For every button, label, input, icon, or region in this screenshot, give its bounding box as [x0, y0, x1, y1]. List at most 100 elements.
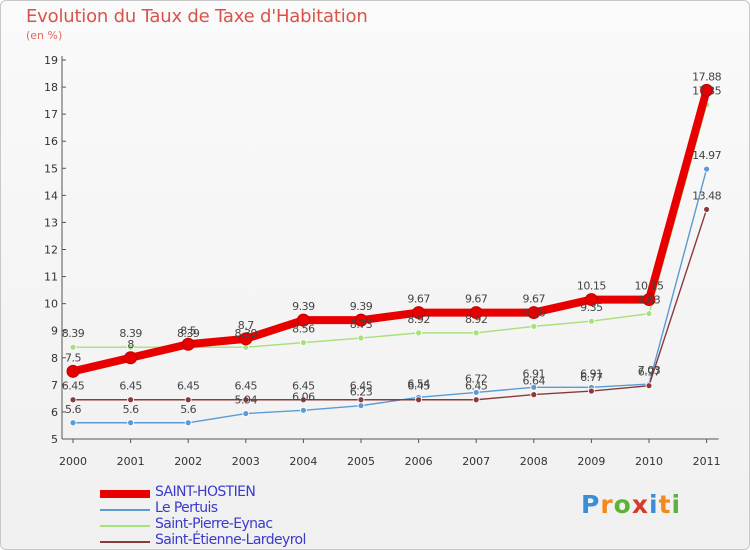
- series-point-1: [299, 406, 307, 414]
- series-line-0: [69, 86, 711, 376]
- x-tick-label: 2004: [289, 455, 317, 468]
- series-point-3: [242, 396, 250, 404]
- x-tick-label: 2007: [462, 455, 490, 468]
- series-point-0: [181, 337, 195, 351]
- series-point-2: [69, 343, 77, 351]
- logo-letter: x: [631, 490, 649, 519]
- series-point-0: [412, 306, 426, 320]
- x-tick-label: 2005: [347, 455, 375, 468]
- data-label: 6.64: [523, 375, 546, 388]
- series-point-0: [239, 332, 253, 346]
- series-point-2: [357, 334, 365, 342]
- x-tick-label: 2006: [405, 455, 433, 468]
- series-point-3: [472, 396, 480, 404]
- data-label: 6.45: [350, 380, 373, 393]
- data-label: 8.56: [292, 323, 315, 336]
- logo-letter: o: [613, 490, 632, 519]
- legend-label: Saint-Étienne-Lardeyrol: [155, 532, 306, 548]
- y-tick-label: 18: [44, 81, 58, 94]
- series-point-2: [530, 322, 538, 330]
- data-label: 6.45: [235, 380, 258, 393]
- x-tick-label: 2009: [577, 455, 605, 468]
- legend-swatch: [100, 525, 150, 527]
- data-label: 6.91: [580, 367, 603, 380]
- data-label: 8.92: [465, 313, 488, 326]
- series-point-2: [299, 339, 307, 347]
- series-point-3: [530, 391, 538, 399]
- data-label: 8.39: [177, 327, 200, 340]
- data-label: 14.97: [692, 149, 721, 162]
- series-point-3: [69, 396, 77, 404]
- legend-label: Saint-Pierre-Eynac: [155, 516, 273, 532]
- y-tick-label: 13: [44, 216, 58, 229]
- logo-letter: P: [581, 490, 601, 519]
- series-point-0: [584, 293, 598, 307]
- data-label: 6.23: [350, 386, 373, 399]
- y-tick-label: 9: [51, 325, 58, 338]
- data-label: 10.15: [577, 280, 606, 293]
- data-label: 8.39: [119, 327, 142, 340]
- series-point-3: [127, 396, 135, 404]
- series-point-0: [700, 83, 714, 97]
- logo-letter: r: [600, 490, 614, 519]
- legend-swatch: [100, 509, 150, 511]
- data-label: 9.16: [523, 306, 546, 319]
- series-point-0: [527, 306, 541, 320]
- series-point-0: [354, 313, 368, 327]
- data-label: 8.5: [180, 324, 196, 337]
- data-label: 6.45: [407, 380, 430, 393]
- series-point-0: [642, 293, 656, 307]
- data-label: 9.63: [638, 294, 661, 307]
- x-tick-label: 2003: [232, 455, 260, 468]
- chart-title: Evolution du Taux de Taxe d'Habitation: [26, 6, 368, 27]
- series-point-3: [588, 387, 595, 395]
- legend-label: SAINT-HOSTIEN: [155, 484, 256, 500]
- series-point-1: [242, 410, 250, 417]
- series-line-3: [72, 208, 708, 401]
- data-label: 6.72: [465, 372, 488, 385]
- series-point-3: [415, 396, 423, 404]
- data-label: 5.6: [65, 403, 81, 416]
- logo-letter: i: [671, 490, 682, 519]
- y-tick-label: 5: [51, 433, 58, 446]
- logo-letter: t: [658, 490, 672, 519]
- data-label: 8.39: [62, 327, 85, 340]
- data-label: 6.45: [465, 380, 488, 393]
- data-label: 6.54: [407, 377, 430, 390]
- data-label: 9.35: [580, 301, 603, 314]
- y-tick-label: 14: [44, 189, 58, 202]
- data-label: 8: [127, 338, 134, 351]
- x-tick-label: 2000: [59, 455, 87, 468]
- x-tick-label: 2010: [635, 455, 663, 468]
- proxiti-logo: Proxiti: [581, 490, 681, 519]
- data-label: 5.6: [180, 403, 196, 416]
- series-point-0: [66, 364, 80, 378]
- chart-subtitle: (en %): [26, 29, 63, 42]
- data-label: 9.67: [523, 293, 546, 306]
- series-point-1: [530, 383, 538, 391]
- series-point-2: [415, 329, 423, 337]
- series-point-3: [184, 396, 192, 404]
- y-tick-label: 11: [44, 271, 58, 284]
- data-label: 6.45: [62, 380, 85, 393]
- data-label: 13.48: [692, 189, 721, 202]
- series-line-2: [72, 103, 708, 348]
- data-label: 9.67: [465, 293, 488, 306]
- series-point-1: [472, 389, 480, 396]
- data-label: 6.45: [177, 380, 200, 393]
- series-point-0: [296, 313, 310, 327]
- series-point-1: [703, 165, 710, 173]
- data-label: 5.6: [123, 403, 139, 416]
- x-tick-label: 2011: [693, 455, 721, 468]
- series-point-0: [469, 306, 483, 320]
- data-label: 7.5: [65, 351, 81, 364]
- series-point-0: [124, 351, 138, 365]
- logo-letter: i: [649, 490, 659, 519]
- data-label: 9.39: [350, 300, 373, 313]
- data-label: 17.88: [692, 70, 721, 83]
- series-point-1: [184, 419, 192, 427]
- data-label: 8.7: [238, 319, 254, 332]
- y-tick-label: 16: [44, 135, 58, 148]
- y-tick-label: 7: [51, 379, 58, 392]
